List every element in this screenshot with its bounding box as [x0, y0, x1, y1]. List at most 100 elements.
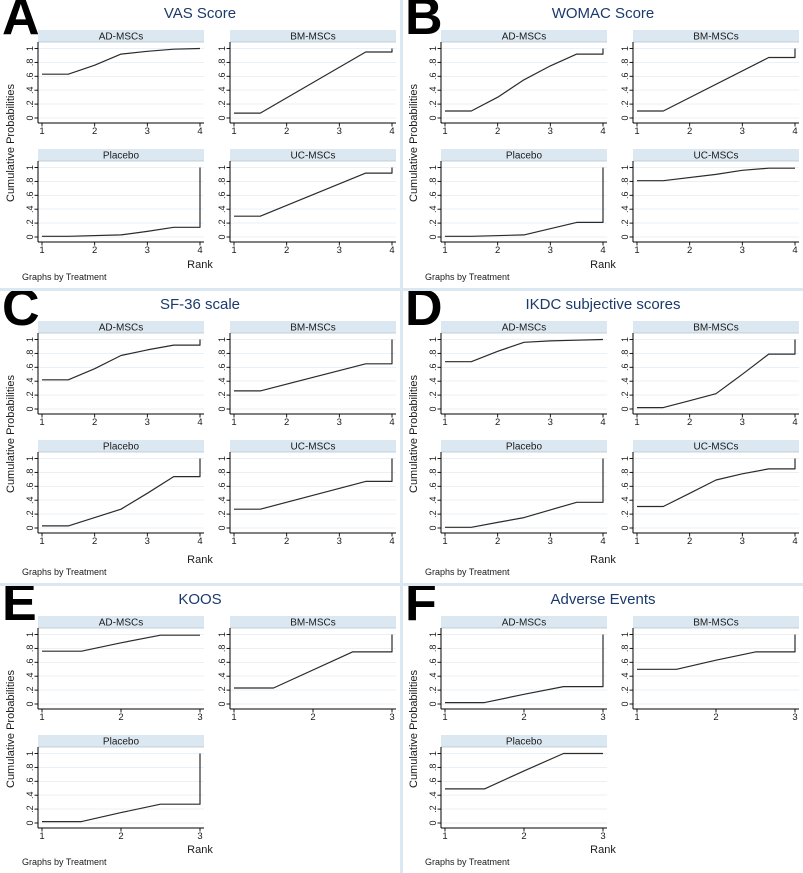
y-axis-tick-label: 1 — [620, 337, 630, 342]
subplot-header-label: Placebo — [103, 441, 140, 452]
subplot-header — [633, 321, 799, 333]
x-axis-tick-label: 2 — [92, 126, 97, 137]
x-axis-tick-label: 2 — [284, 536, 289, 547]
y-axis-tick-label: 1 — [428, 632, 438, 637]
x-axis-tick-label: 1 — [442, 712, 447, 723]
subplot-header-label: BM-MSCs — [693, 617, 739, 628]
panel-letter: E — [2, 586, 37, 632]
panel-letter: A — [2, 0, 40, 46]
x-axis-tick-label: 2 — [495, 536, 500, 547]
y-axis-tick-label: .4 — [25, 377, 35, 385]
subplot-grid: AD-MSCs 0 .2 .4 .6 .8 1 1 2 3 4 BM-MSCs 0 .2 .4 .6 .8 1 1 2… — [424, 321, 800, 547]
y-axis-tick-label: 0 — [428, 234, 438, 239]
x-axis-tick-label: 2 — [713, 712, 718, 723]
y-axis-tick-label: .2 — [25, 510, 35, 518]
subplot-ad-mscs: AD-MSCs 0 .2 .4 .6 .8 1 1 2 3 4 — [25, 30, 204, 137]
y-axis-tick-label: .6 — [620, 659, 630, 667]
y-axis-tick-label: .2 — [25, 391, 35, 399]
x-axis-tick-label: 3 — [740, 536, 745, 547]
subplot-header-label: AD-MSCs — [99, 322, 143, 333]
subplot-grid: AD-MSCs 0 .2 .4 .6 .8 1 1 2 3 4 BM-MSCs 0 .2 .4 .6 .8 1 1 2… — [21, 30, 397, 256]
x-axis-tick-label: 1 — [442, 536, 447, 547]
y-axis-tick-label: 0 — [428, 701, 438, 706]
cumulative-probability-line — [234, 167, 393, 217]
y-axis-tick-label: .8 — [428, 764, 438, 772]
y-axis-tick-label: 0 — [428, 115, 438, 120]
y-axis-tick-label: .6 — [25, 483, 35, 491]
y-axis-tick-label: 0 — [620, 406, 630, 411]
x-axis-tick-label: 1 — [442, 417, 447, 428]
y-axis-tick-label: .6 — [428, 659, 438, 667]
y-axis-tick-label: 0 — [217, 525, 227, 530]
cumulative-probability-line — [234, 339, 393, 392]
y-axis-tick-label: .2 — [217, 510, 227, 518]
y-axis-tick-label: .8 — [428, 178, 438, 186]
x-axis-tick-label: 2 — [687, 126, 692, 137]
y-axis-tick-label: .6 — [25, 659, 35, 667]
x-axis-tick-label: 1 — [634, 417, 639, 428]
y-axis-tick-label: .2 — [25, 219, 35, 227]
x-axis-tick-label: 1 — [442, 126, 447, 137]
y-axis-tick-label: .2 — [428, 805, 438, 813]
x-axis-tick-label: 1 — [39, 831, 44, 842]
panel-title: KOOS — [178, 591, 222, 608]
x-axis-tick-label: 2 — [521, 831, 526, 842]
y-axis-tick-label: .8 — [217, 178, 227, 186]
subplot-header — [441, 149, 607, 161]
y-axis-tick-label: .6 — [428, 778, 438, 786]
panel-F: F Adverse Events Cumulative Probabilities A… — [403, 586, 803, 873]
y-axis-tick-label: .4 — [25, 791, 35, 799]
cumulative-probability-line — [445, 634, 604, 704]
y-axis-tick-label: 0 — [25, 234, 35, 239]
x-axis-tick-label: 4 — [792, 126, 797, 137]
subplot-uc-mscs: UC-MSCs 0 .2 .4 .6 .8 1 1 2 3 4 — [620, 149, 799, 256]
subplot-header-label: BM-MSCs — [693, 322, 739, 333]
y-axis-tick-label: .2 — [428, 391, 438, 399]
cumulative-probability-line — [42, 167, 201, 237]
y-axis-tick-label: 0 — [217, 234, 227, 239]
panel-title: SF-36 scale — [159, 296, 241, 313]
subplot-header — [38, 321, 204, 333]
y-axis-tick-label: 1 — [620, 632, 630, 637]
y-axis-tick-label: .8 — [217, 350, 227, 358]
subplot-header-label: AD-MSCs — [99, 617, 143, 628]
subplot-header-label: BM-MSCs — [290, 31, 336, 42]
panel-title: Adverse Events — [550, 591, 656, 608]
x-axis-tick-label: 3 — [548, 126, 553, 137]
y-axis-tick-label: 0 — [25, 820, 35, 825]
x-axis-tick-label: 2 — [687, 536, 692, 547]
subplot-ad-mscs: AD-MSCs 0 .2 .4 .6 .8 1 1 2 3 4 — [428, 30, 607, 137]
y-axis-tick-label: .2 — [25, 805, 35, 813]
x-axis-tick-label: 3 — [145, 536, 150, 547]
y-axis-tick-label: 1 — [25, 337, 35, 342]
x-axis-tick-label: 2 — [92, 245, 97, 256]
y-axis-tick-label: .2 — [217, 100, 227, 108]
y-axis-tick-label: .6 — [428, 73, 438, 81]
x-axis-tick-label: 4 — [792, 417, 797, 428]
x-axis-tick-label: 2 — [495, 245, 500, 256]
x-axis-tick-label: 4 — [197, 245, 202, 256]
y-axis-tick-label: .2 — [620, 391, 630, 399]
graphs-by-note: Graphs by Treatment — [425, 272, 510, 282]
x-axis-tick-label: 4 — [197, 536, 202, 547]
x-axis-tick-label: 2 — [284, 245, 289, 256]
x-axis-tick-label: 1 — [231, 126, 236, 137]
x-axis-tick-label: 1 — [39, 126, 44, 137]
y-axis-tick-label: .6 — [217, 364, 227, 372]
x-axis-tick-label: 1 — [634, 126, 639, 137]
y-axis-tick-label: .2 — [428, 510, 438, 518]
cumulative-probability-line — [42, 339, 201, 381]
y-axis-tick-label: .4 — [217, 86, 227, 94]
y-axis-title: Cumulative Probabilities — [5, 670, 17, 788]
x-axis-tick-label: 2 — [92, 536, 97, 547]
y-axis-tick-label: .8 — [25, 350, 35, 358]
subplot-uc-mscs: UC-MSCs 0 .2 .4 .6 .8 1 1 2 3 4 — [217, 440, 396, 547]
y-axis-tick-label: .4 — [217, 377, 227, 385]
panel-B: B WOMAC Score Cumulative Probabilities AD-M… — [403, 0, 803, 288]
x-axis-tick-label: 3 — [337, 245, 342, 256]
panel-C: C SF-36 scale Cumulative Probabilities AD-M… — [0, 291, 400, 583]
cumulative-probability-line — [234, 634, 393, 689]
subplot-header-label: AD-MSCs — [502, 322, 546, 333]
subplot-header — [38, 30, 204, 42]
